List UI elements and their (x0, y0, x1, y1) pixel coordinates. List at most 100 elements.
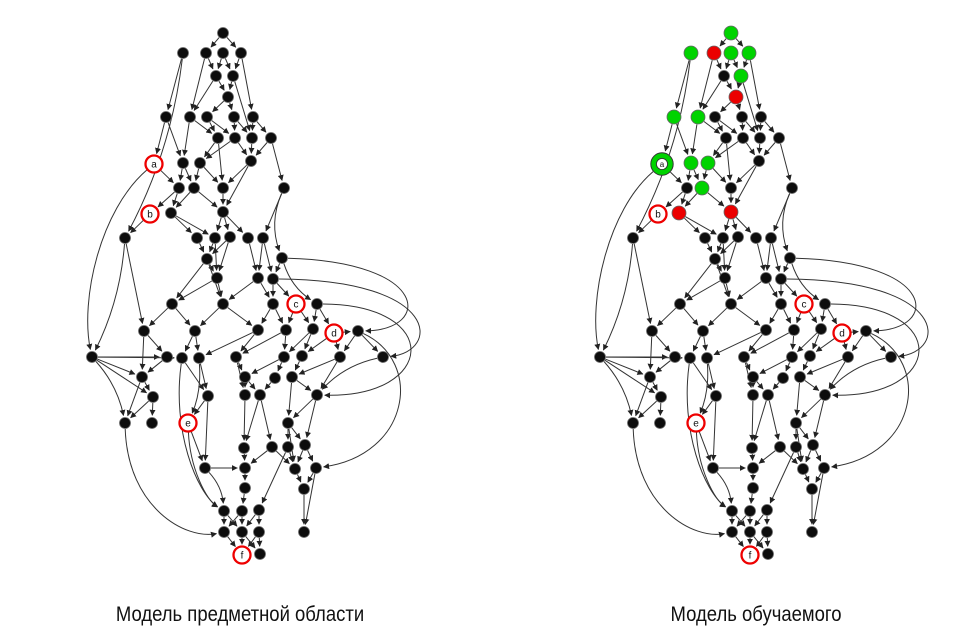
graph-node-52 (230, 351, 242, 363)
graph-node-70 (774, 441, 786, 453)
graph-edge (634, 382, 649, 417)
graph-edge (333, 341, 340, 350)
graph-node-31 (750, 232, 762, 244)
graph-node-79 (726, 505, 738, 517)
graph-node-38 (166, 298, 178, 310)
graph-edge (157, 191, 175, 208)
graph-node-34 (276, 252, 288, 264)
graph-edge (166, 58, 182, 111)
graph-edge (198, 191, 218, 208)
graph-node-label: b (655, 209, 661, 220)
graph-edge (732, 59, 738, 69)
graph-edge (283, 263, 312, 301)
graph-edge (241, 58, 254, 110)
graph-edge (808, 311, 818, 324)
graph-edge (300, 311, 310, 324)
graph-edge (251, 359, 279, 374)
graph-edge (298, 358, 335, 375)
graph-edge (210, 37, 220, 48)
graph-edge (726, 143, 733, 181)
graph-edge (811, 473, 824, 525)
graph-node-c (794, 294, 814, 314)
graph-node-label: d (839, 328, 845, 339)
graph-node-38 (674, 298, 686, 310)
graph-edge (735, 217, 752, 233)
graph-node-b (648, 204, 668, 224)
graph-edge (657, 307, 677, 327)
graph-node-54 (804, 350, 816, 362)
graph-edge (275, 263, 281, 273)
graph-edge (256, 243, 263, 271)
graph-edge (304, 334, 312, 350)
graph-edge (295, 474, 302, 483)
graph-edge (749, 400, 756, 441)
graph-edge (296, 380, 312, 391)
graph-edge (261, 452, 286, 504)
graph-edge (782, 193, 791, 252)
graph-node-58 (747, 371, 759, 383)
graph-edge (780, 143, 792, 181)
graph-edge (757, 243, 766, 271)
graph-edge (812, 334, 820, 350)
graph-edge (674, 60, 690, 109)
graph-edge (712, 168, 727, 183)
graph-node-61 (147, 391, 159, 403)
graph-edge (124, 428, 217, 538)
graph-edge (149, 402, 156, 416)
graph-node-16 (754, 132, 766, 144)
graph-edge (735, 515, 746, 527)
graph-node-57 (644, 371, 656, 383)
graph-node-39 (725, 298, 737, 310)
graph-node-67 (654, 417, 666, 429)
graph-node-63 (747, 389, 759, 401)
graph-edge (241, 400, 248, 441)
graph-edge (167, 122, 182, 157)
graph-edge (126, 382, 141, 417)
graph-edge (841, 341, 848, 350)
graph-edge (205, 332, 253, 356)
graph-node-27 (627, 232, 639, 244)
graph-node-14 (212, 132, 224, 144)
graph-node-b (140, 204, 160, 224)
domain-model-graph: a b c d e f (86, 27, 421, 565)
graph-edge (205, 141, 231, 159)
graph-edge (638, 219, 652, 234)
graph-edge (255, 142, 268, 156)
graph-edge (734, 166, 757, 205)
graph-edge (193, 400, 205, 415)
graph-edge (735, 38, 744, 47)
graph-edge (633, 243, 653, 324)
graph-node-1 (217, 27, 229, 39)
graph-edge (763, 142, 776, 156)
graph-node-46 (307, 323, 319, 335)
graph-edge (228, 81, 234, 90)
graph-edge (748, 493, 755, 504)
graph-node-26 (217, 206, 229, 218)
graph-edge (771, 243, 781, 272)
graph-edge (139, 336, 146, 370)
graph-edge (796, 452, 802, 463)
graph-edge (712, 142, 723, 156)
graph-edge (237, 121, 248, 133)
graph-node-6 (718, 70, 730, 82)
graph-node-43 (189, 325, 201, 337)
graph-edge (706, 243, 713, 253)
graph-edge (829, 357, 886, 390)
graph-node-13 (247, 111, 259, 123)
graph-node-35 (719, 272, 731, 284)
graph-edge (260, 400, 272, 440)
graph-edge (287, 312, 294, 324)
graph-node-64 (762, 389, 774, 401)
graph-node-76 (818, 462, 830, 474)
graph-edge (226, 215, 244, 233)
graph-edge (227, 515, 238, 527)
graph-edge (218, 80, 225, 91)
graph-node-56 (885, 351, 897, 363)
graph-edge (791, 263, 820, 301)
graph-edge (850, 329, 859, 336)
graph-edge (701, 400, 713, 415)
graph-node-18 (683, 155, 699, 171)
graph-edge (224, 58, 231, 70)
graph-edge (202, 401, 209, 461)
